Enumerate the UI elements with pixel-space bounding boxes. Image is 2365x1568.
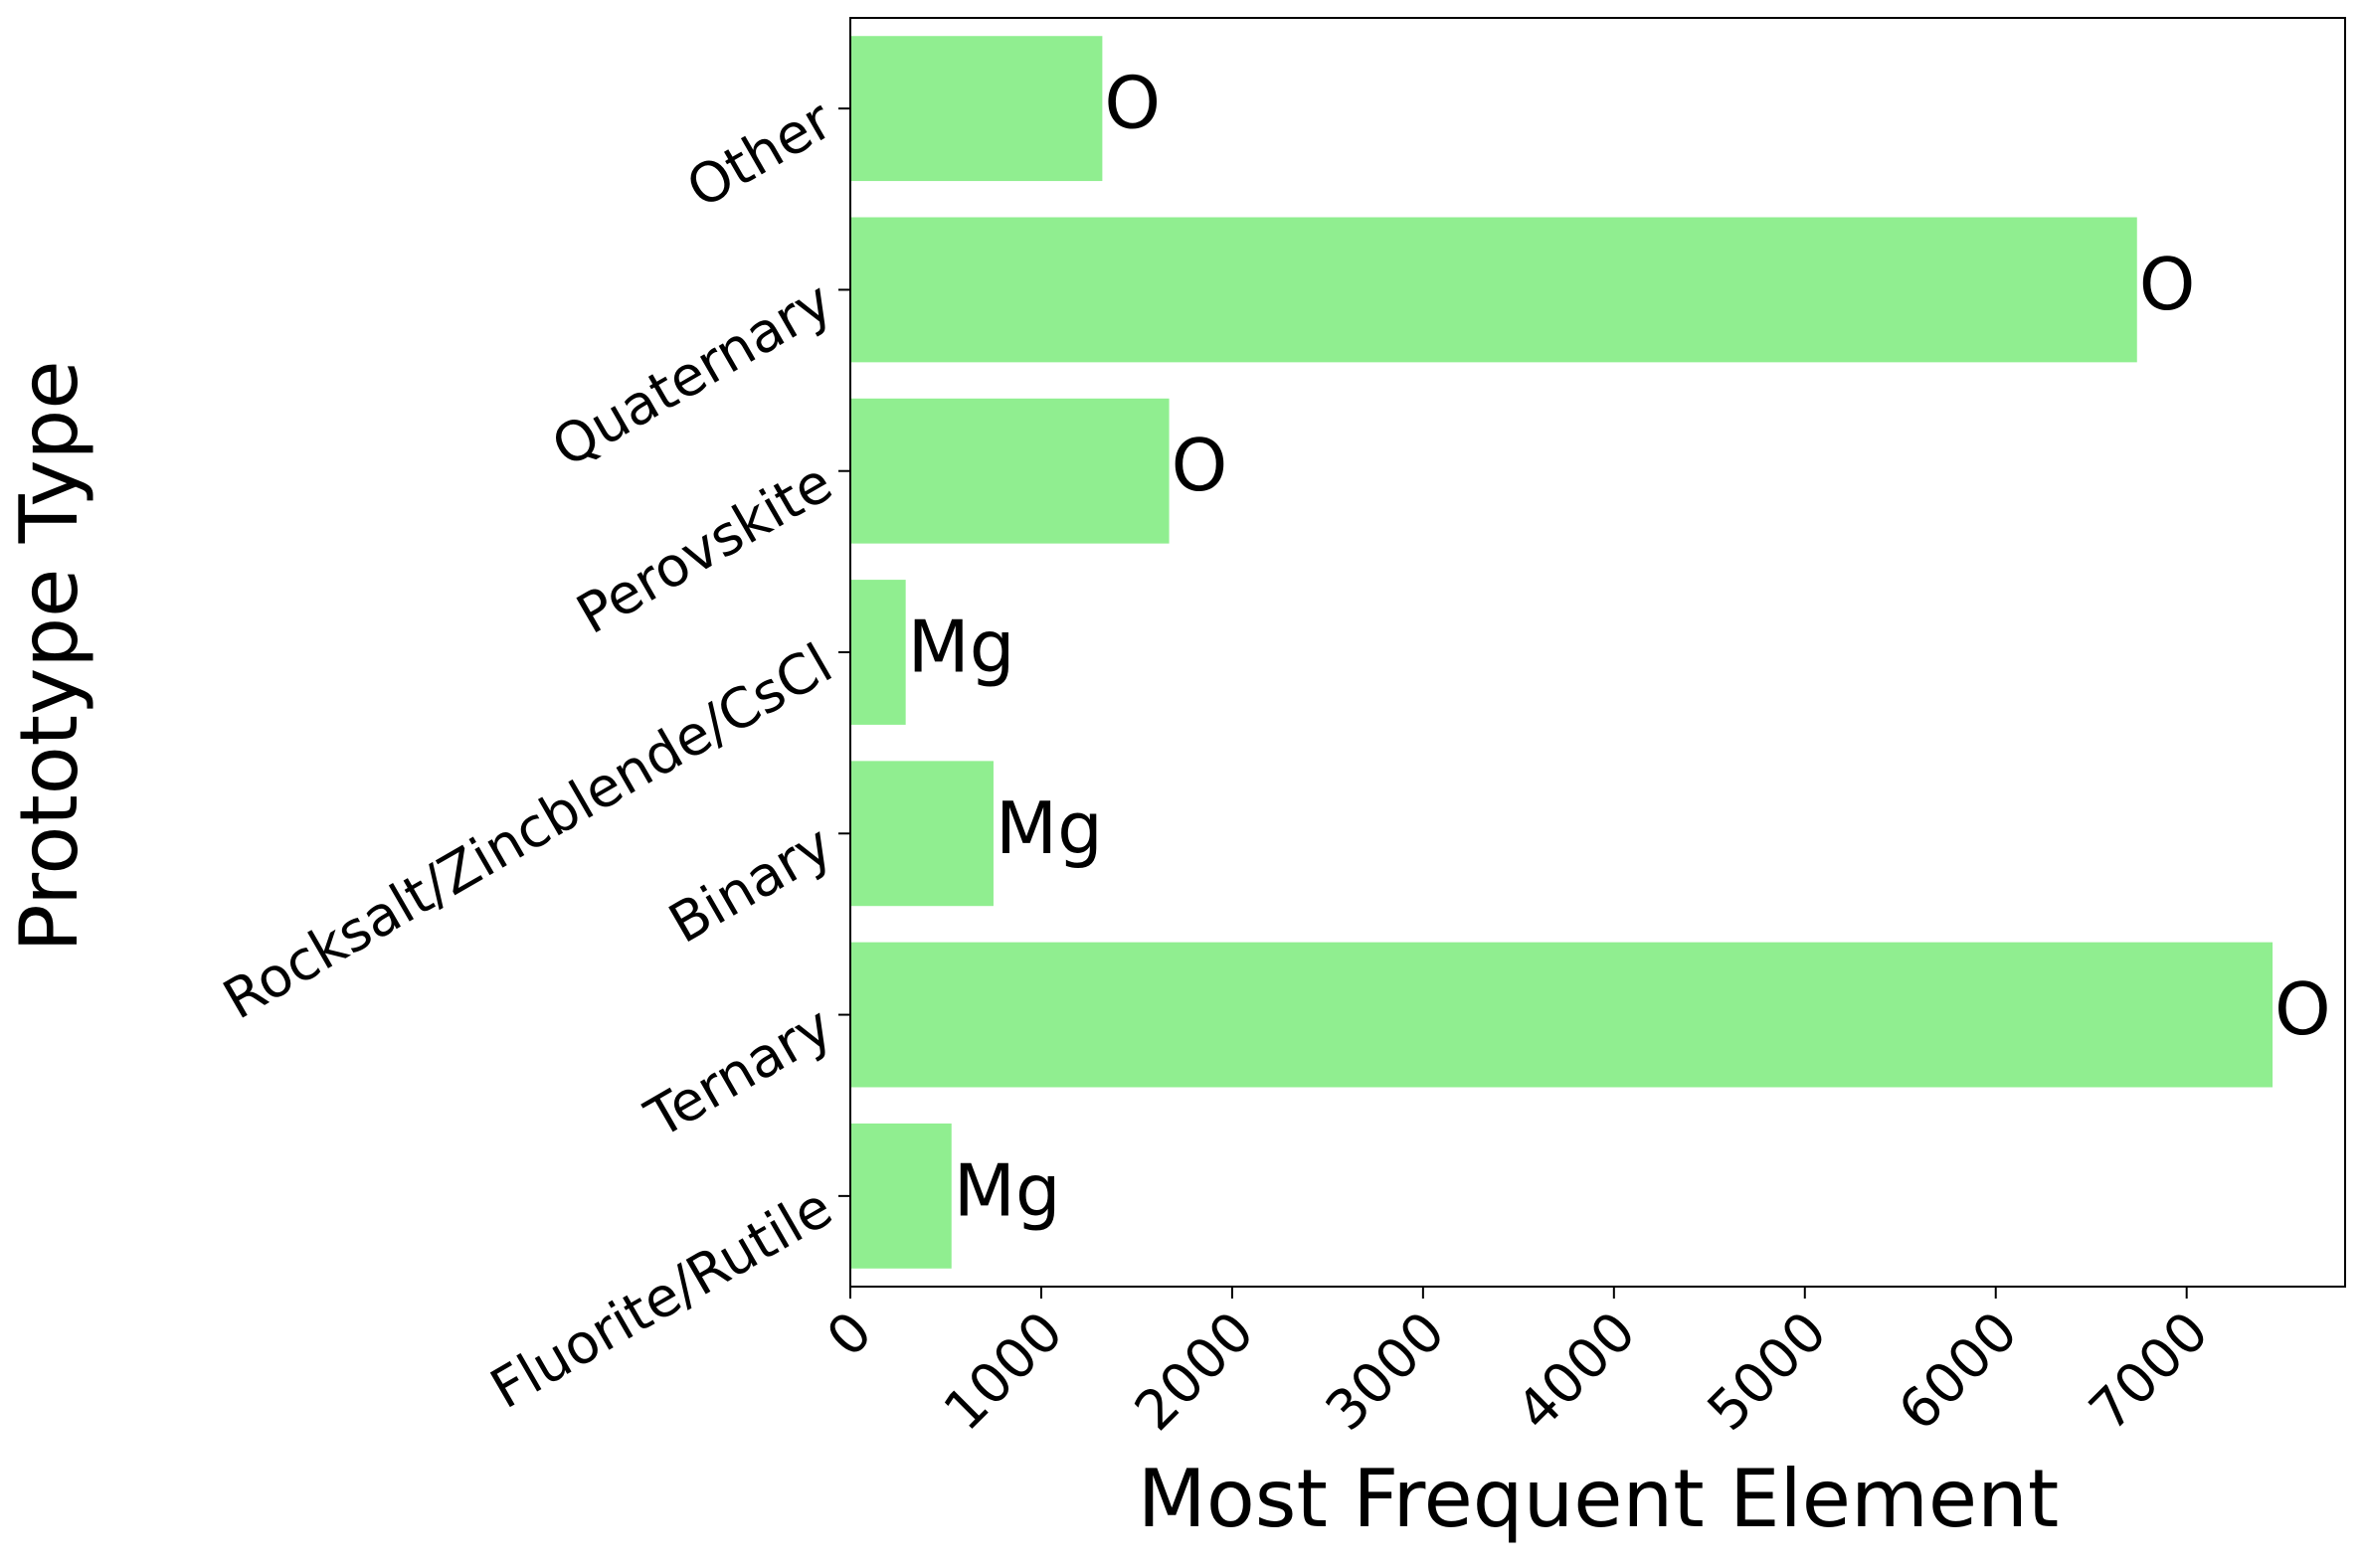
x-tick-label: 1000	[932, 1300, 1075, 1443]
bar	[850, 580, 906, 725]
x-axis-title: Most Frequent Element	[1138, 1453, 2059, 1545]
bar	[850, 36, 1103, 182]
plot-frame	[849, 17, 2346, 1288]
bar	[850, 398, 1170, 544]
y-tick-label: Other	[676, 87, 843, 221]
bar-label: O	[2274, 967, 2331, 1051]
y-tick-label: Quaternary	[541, 268, 842, 479]
x-tick-label: 4000	[1504, 1300, 1647, 1443]
bar	[850, 217, 2137, 363]
y-tick-label: Binary	[658, 812, 842, 956]
bar-label: Mg	[954, 1148, 1061, 1232]
bar-label: Mg	[996, 786, 1103, 870]
bar	[850, 942, 2274, 1088]
bar-label: O	[1104, 62, 1161, 145]
bar	[850, 761, 994, 907]
x-tick-label: 2000	[1123, 1300, 1266, 1443]
x-tick-label: 7000	[2077, 1300, 2220, 1443]
bar-label: O	[1172, 424, 1228, 507]
x-tick-label: 5000	[1695, 1300, 1838, 1443]
y-tick-label: Perovskite	[566, 450, 842, 646]
bar-label: O	[2139, 243, 2196, 326]
y-axis-title: Prototype Type	[3, 360, 95, 952]
y-tick-label: Fluorite/Rutile	[480, 1175, 842, 1421]
bar	[850, 1123, 952, 1269]
x-tick-label: 6000	[1886, 1300, 2029, 1443]
y-tick-label: Ternary	[635, 994, 842, 1151]
y-tick-label: Rocksalt/Zincblende/CsCl	[213, 631, 842, 1032]
bar-label: Mg	[908, 606, 1015, 689]
x-tick-label: 3000	[1314, 1300, 1457, 1443]
x-tick-label: 0	[815, 1300, 884, 1369]
